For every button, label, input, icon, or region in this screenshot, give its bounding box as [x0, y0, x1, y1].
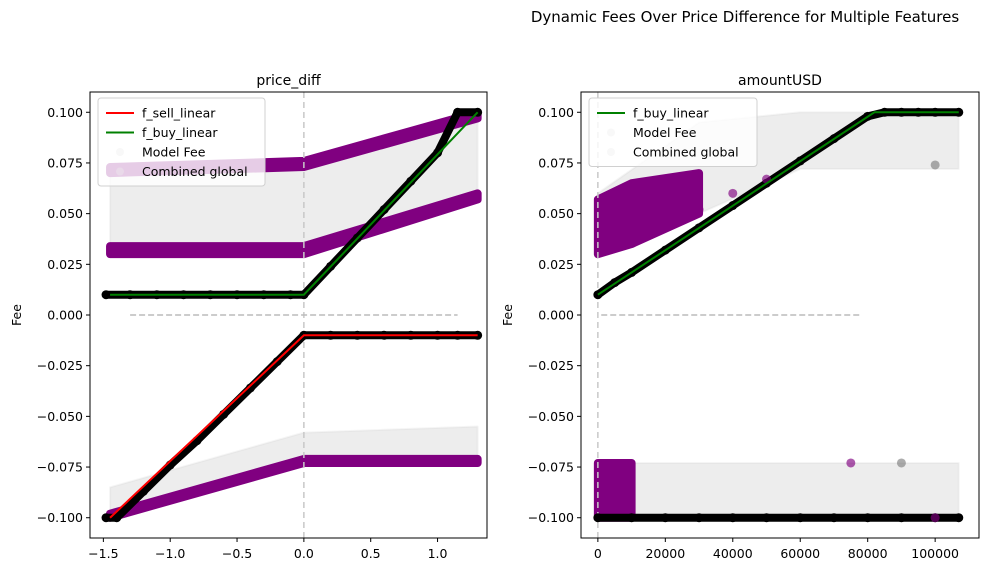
- y-tick-label: −0.025: [528, 358, 574, 373]
- x-tick-label: −0.5: [222, 546, 252, 561]
- data-point: [829, 513, 839, 523]
- x-tick-label: 20000: [645, 546, 685, 561]
- x-tick-label: −1.0: [155, 546, 185, 561]
- data-point: [728, 513, 738, 523]
- subplot-price-diff: price_diff 0.100 0.075 0.050 0.025 0.000 −0.02…: [9, 73, 488, 561]
- y-tick-label: 0.100: [47, 105, 83, 120]
- data-point: [930, 513, 940, 523]
- series-band-2: [596, 461, 960, 519]
- y-tick-label: −0.100: [528, 510, 574, 525]
- x-tick-label: 0.0: [294, 546, 314, 561]
- y-tick-label: 0.050: [47, 206, 83, 221]
- y-tick-label: 0.025: [47, 257, 83, 272]
- y-tick-label: 0.025: [538, 257, 574, 272]
- data-point: [245, 383, 255, 393]
- data-point: [762, 513, 772, 523]
- data-point: [694, 205, 704, 215]
- y-tick-label: 0.000: [538, 308, 574, 323]
- data-point: [863, 513, 873, 523]
- x-tick-label: 0.5: [361, 546, 381, 561]
- x-tick-label: 100000: [911, 546, 959, 561]
- data-point: [896, 513, 906, 523]
- y-tick-label: −0.100: [37, 510, 83, 525]
- y-tick-label: −0.050: [37, 409, 83, 424]
- legend-entry: f_buy_linear: [142, 125, 218, 140]
- legend-entry: Combined global: [633, 145, 739, 160]
- data-point: [954, 513, 964, 523]
- x-tick-label: −1.5: [88, 546, 118, 561]
- x-tick-label: 0: [594, 546, 602, 561]
- data-point: [728, 188, 738, 198]
- data-point: [795, 513, 805, 523]
- x-tick-label: 1.0: [428, 546, 448, 561]
- series-line-f_buy_linear: [597, 111, 959, 296]
- data-point: [112, 513, 122, 523]
- legend-handle: [607, 148, 615, 156]
- data-point: [846, 458, 856, 468]
- data-point: [930, 160, 940, 170]
- data-point: [896, 458, 906, 468]
- y-tick-label: −0.050: [528, 409, 574, 424]
- y-tick-label: 0.075: [538, 155, 574, 170]
- y-tick-label: 0.050: [538, 206, 574, 221]
- y-tick-label: −0.075: [528, 460, 574, 475]
- x-tick-label: 60000: [780, 546, 820, 561]
- y-tick-label: 0.000: [47, 308, 83, 323]
- data-point: [627, 513, 637, 523]
- legend-entry: Combined global: [142, 164, 248, 179]
- legend-entry: f_buy_linear: [633, 106, 709, 121]
- subplot-amount-usd: amountUSD 0.100 0.075 0.050 0.025 0.000 −0.025…: [500, 73, 980, 561]
- y-tick-label: 0.100: [538, 105, 574, 120]
- subplot-title: amountUSD: [738, 73, 822, 89]
- figure-title: Dynamic Fees Over Price Difference for M…: [531, 8, 959, 26]
- data-point: [694, 513, 704, 523]
- legend-handle: [116, 148, 124, 156]
- data-point: [101, 513, 111, 523]
- series-line-f_buy_linear: [110, 111, 479, 296]
- legend: f_sell_linear f_buy_linear Model Fee Combin…: [97, 97, 266, 187]
- legend-handle: [607, 128, 615, 137]
- series-line-f_sell_linear: [109, 334, 478, 519]
- y-axis-label: Fee: [9, 304, 24, 326]
- subplot-title: price_diff: [256, 73, 321, 89]
- series-band-4: [593, 458, 636, 522]
- y-axis-label: Fee: [500, 304, 515, 326]
- data-point: [593, 513, 603, 523]
- data-point: [660, 513, 670, 523]
- y-tick-label: −0.025: [37, 358, 83, 373]
- legend-entry: Model Fee: [142, 145, 206, 160]
- legend-entry: f_sell_linear: [142, 106, 216, 121]
- data-point: [101, 290, 111, 300]
- legend-entry: Model Fee: [633, 125, 697, 140]
- y-tick-label: −0.075: [37, 460, 83, 475]
- x-tick-label: 80000: [848, 546, 888, 561]
- data-point: [453, 107, 463, 117]
- x-tick-label: 40000: [713, 546, 753, 561]
- legend: f_buy_linear Model Fee Combined global: [588, 97, 758, 167]
- y-tick-label: 0.075: [47, 155, 83, 170]
- legend-handle: [116, 167, 124, 176]
